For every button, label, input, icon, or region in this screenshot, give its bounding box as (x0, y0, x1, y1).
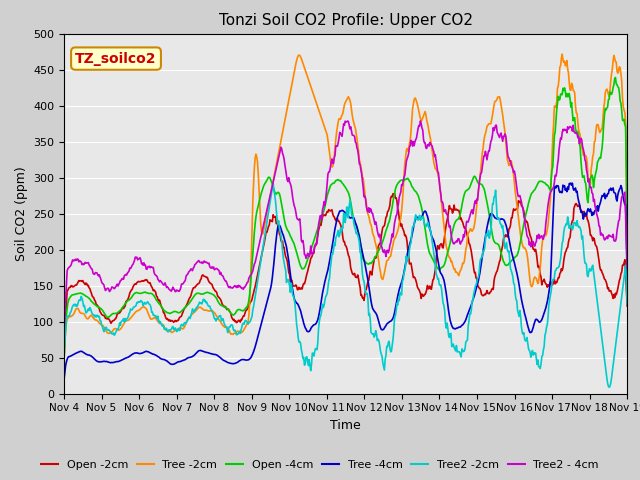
Tree2 -2cm (623, 301, 631, 307)
Tree2 -2cm (70, 301, 78, 307)
Tree2 -2cm (431, 262, 439, 267)
Title: Tonzi Soil CO2 Profile: Upper CO2: Tonzi Soil CO2 Profile: Upper CO2 (219, 13, 472, 28)
Open -2cm (415, 287, 422, 292)
Y-axis label: Soil CO2 (ppm): Soil CO2 (ppm) (15, 166, 28, 261)
Open -2cm (390, 191, 398, 196)
Tree -2cm (558, 51, 566, 57)
Open -4cm (70, 292, 78, 298)
Open -4cm (612, 74, 620, 80)
Open -2cm (60, 341, 68, 347)
Tree2 - 4cm (60, 328, 68, 334)
Tree2 - 4cm (70, 257, 78, 263)
Tree -4cm (128, 351, 136, 357)
Tree2 -2cm (186, 314, 193, 320)
Open -2cm (186, 295, 193, 301)
Tree -2cm (215, 317, 223, 323)
Legend: Open -2cm, Tree -2cm, Open -4cm, Tree -4cm, Tree2 -2cm, Tree2 - 4cm: Open -2cm, Tree -2cm, Open -4cm, Tree -4… (36, 456, 604, 474)
Tree -4cm (186, 355, 193, 360)
Open -4cm (414, 192, 422, 198)
Text: TZ_soilco2: TZ_soilco2 (76, 51, 157, 66)
Line: Tree2 - 4cm: Tree2 - 4cm (64, 121, 627, 331)
Tree2 - 4cm (215, 268, 223, 274)
Tree -2cm (414, 105, 422, 110)
Tree -4cm (431, 240, 438, 246)
Open -4cm (186, 300, 193, 306)
Tree2 -2cm (128, 307, 136, 313)
X-axis label: Time: Time (330, 419, 361, 432)
Tree2 -2cm (605, 384, 613, 390)
Line: Tree -4cm: Tree -4cm (64, 183, 627, 380)
Open -2cm (70, 283, 78, 289)
Tree -2cm (60, 357, 68, 363)
Tree2 -2cm (215, 313, 223, 319)
Tree -4cm (60, 377, 68, 383)
Tree -2cm (186, 314, 193, 320)
Tree2 -2cm (415, 215, 422, 221)
Tree -2cm (431, 162, 438, 168)
Tree2 -2cm (60, 354, 68, 360)
Open -2cm (128, 287, 136, 292)
Tree2 - 4cm (417, 118, 424, 124)
Tree -2cm (128, 313, 136, 319)
Tree2 - 4cm (431, 152, 439, 157)
Line: Open -4cm: Open -4cm (64, 77, 627, 360)
Tree -4cm (623, 277, 631, 283)
Tree -2cm (70, 311, 78, 316)
Tree -4cm (414, 215, 422, 220)
Tree -4cm (215, 354, 223, 360)
Open -4cm (215, 300, 223, 306)
Line: Tree2 -2cm: Tree2 -2cm (64, 183, 627, 387)
Tree2 - 4cm (186, 268, 193, 274)
Open -4cm (431, 260, 438, 266)
Tree -2cm (623, 231, 631, 237)
Tree2 - 4cm (128, 263, 136, 268)
Tree2 -2cm (269, 180, 277, 186)
Open -4cm (623, 231, 631, 237)
Open -2cm (623, 303, 631, 309)
Tree -4cm (567, 180, 575, 186)
Open -4cm (60, 358, 68, 363)
Line: Tree -2cm: Tree -2cm (64, 54, 627, 360)
Tree2 - 4cm (623, 264, 631, 270)
Tree2 - 4cm (414, 126, 422, 132)
Tree -4cm (70, 351, 78, 357)
Open -2cm (215, 295, 223, 300)
Open -2cm (431, 267, 439, 273)
Open -4cm (128, 294, 136, 300)
Line: Open -2cm: Open -2cm (64, 193, 627, 344)
